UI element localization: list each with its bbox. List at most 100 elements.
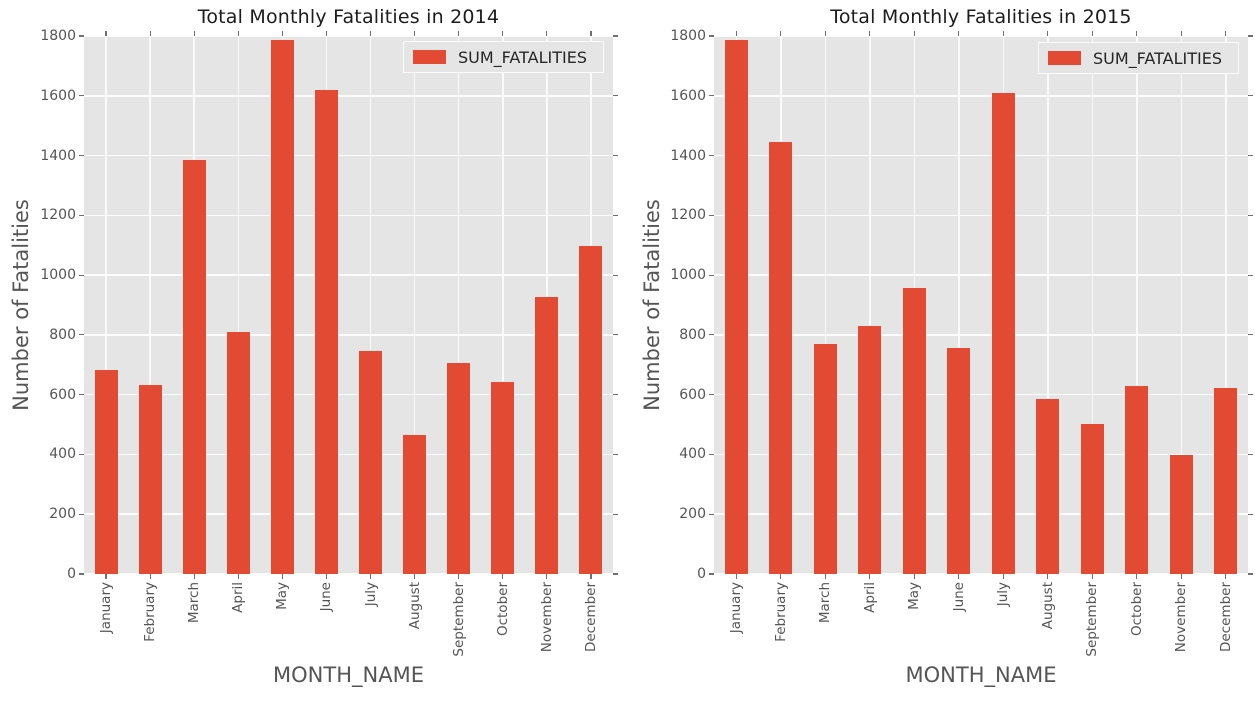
plot-area-2014	[79, 31, 618, 579]
y-tick	[709, 573, 714, 575]
x-tick-label-april: April	[230, 582, 247, 613]
y-tick	[613, 274, 618, 276]
gridline-horizontal	[84, 393, 613, 396]
y-tick-label: 1800	[670, 28, 706, 44]
x-axis-label-2014: MONTH_NAME	[273, 663, 424, 687]
y-tick	[613, 35, 618, 37]
x-tick-label-january: January	[98, 582, 115, 634]
y-tick	[709, 453, 714, 456]
x-tick	[325, 574, 328, 579]
bar-september	[1080, 424, 1104, 574]
gridline-vertical	[1225, 36, 1227, 574]
y-tick	[1248, 274, 1253, 276]
x-tick	[237, 31, 239, 36]
gridline-vertical	[237, 36, 240, 574]
x-axis-label-2015: MONTH_NAME	[905, 663, 1057, 687]
gridline-vertical	[105, 36, 107, 574]
legend-swatch-icon	[413, 50, 446, 64]
y-tick	[79, 573, 84, 575]
x-tick-label-december: December	[1217, 582, 1234, 653]
gridline-vertical	[149, 36, 151, 574]
bar-august	[1036, 398, 1060, 574]
y-tick	[709, 513, 714, 515]
y-tick	[1248, 214, 1253, 216]
chart-title-2014: Total Monthly Fatalities in 2014	[197, 6, 500, 28]
bar-march	[182, 160, 206, 574]
bar-july	[991, 93, 1015, 574]
y-tick-label: 1800	[40, 28, 76, 44]
gridline-horizontal	[84, 513, 613, 515]
x-tick-label-january: January	[728, 582, 745, 634]
y-tick	[613, 154, 618, 157]
bar-january	[724, 40, 748, 574]
x-tick	[502, 31, 504, 36]
bar-april	[858, 326, 882, 574]
x-tick-label-june: June	[318, 582, 335, 612]
gridline-horizontal	[84, 214, 613, 217]
x-tick	[281, 574, 283, 579]
gridline-horizontal	[84, 274, 613, 276]
x-tick	[958, 574, 960, 579]
gridline-horizontal	[84, 35, 613, 37]
gridline-vertical	[1136, 36, 1138, 574]
x-tick	[913, 31, 915, 36]
y-tick-label: 600	[49, 386, 76, 403]
bar-october	[491, 382, 515, 574]
y-tick-label: 400	[49, 446, 76, 463]
y-tick-label: 0	[697, 566, 706, 582]
y-tick-label: 1600	[670, 87, 706, 104]
y-tick-label: 1600	[40, 87, 76, 104]
gridline-vertical	[958, 36, 960, 574]
gridline-vertical	[1047, 36, 1049, 574]
y-tick-label: 1400	[670, 147, 706, 164]
x-tick	[105, 574, 107, 579]
bar-june	[947, 347, 971, 574]
y-tick-label: 200	[679, 506, 706, 523]
x-tick	[105, 31, 107, 36]
x-tick	[590, 574, 592, 579]
gridline-horizontal	[714, 513, 1248, 515]
x-tick	[1047, 574, 1049, 579]
y-tick	[1248, 154, 1253, 157]
x-tick-label-november: November	[1173, 582, 1190, 653]
chart-title-2015: Total Monthly Fatalities in 2015	[830, 6, 1132, 28]
bar-december	[1214, 388, 1238, 574]
legend-label: SUM_FATALITIES	[1093, 48, 1222, 68]
x-tick	[590, 31, 592, 36]
y-tick-label: 600	[679, 386, 706, 403]
y-tick-label: 1200	[40, 207, 76, 224]
gridline-vertical	[1091, 36, 1093, 574]
bar-july	[359, 351, 383, 574]
legend-2015: SUM_FATALITIES	[1038, 42, 1239, 74]
y-tick-label: 400	[679, 446, 706, 463]
y-tick-label: 1200	[670, 207, 706, 224]
bar-may	[270, 40, 294, 574]
bar-november	[535, 296, 559, 574]
x-tick	[1002, 574, 1004, 579]
y-tick	[613, 394, 618, 396]
gridline-vertical	[824, 36, 826, 574]
x-tick	[735, 574, 737, 579]
y-tick	[709, 394, 714, 396]
x-tick	[546, 574, 548, 579]
x-tick	[824, 574, 826, 579]
x-tick	[958, 31, 960, 36]
gridline-vertical	[502, 36, 504, 574]
y-tick	[1248, 513, 1253, 515]
x-tick-label-may: May	[274, 582, 291, 610]
bar-march	[813, 343, 837, 574]
x-tick	[325, 31, 328, 36]
y-tick-label: 1400	[40, 147, 76, 164]
x-tick	[237, 574, 239, 579]
y-tick	[613, 513, 618, 515]
x-tick-label-november: November	[538, 582, 555, 653]
y-tick	[79, 453, 84, 456]
gridline-horizontal	[84, 453, 613, 456]
gridline-horizontal	[714, 35, 1248, 37]
gridline-horizontal	[714, 573, 1248, 575]
gridline-horizontal	[714, 274, 1248, 276]
y-tick	[79, 513, 84, 515]
bar-october	[1125, 386, 1149, 574]
y-tick	[709, 35, 714, 37]
